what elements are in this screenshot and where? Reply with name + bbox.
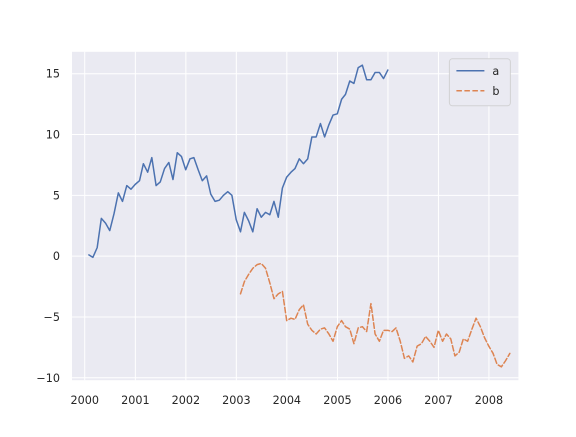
legend-box — [448, 58, 511, 107]
legend-label-a: a — [492, 65, 499, 78]
tick-labels: 2000 2001 2002 2003 2004 2005 2006 2007 2008 −10 −… — [36, 68, 503, 408]
series-line-b — [239, 262, 511, 368]
y-tick-label: −5 — [44, 311, 61, 324]
x-tick-label: 2007 — [424, 394, 452, 407]
y-tick-label: 15 — [46, 68, 60, 81]
x-tick-label: 2006 — [374, 394, 402, 407]
x-tick-label: 2005 — [323, 394, 351, 407]
x-tick-label: 2004 — [273, 394, 301, 407]
x-tick-label: 2002 — [172, 394, 200, 407]
x-tick-label: 2003 — [222, 394, 250, 407]
series-line-a — [88, 64, 389, 259]
x-tick-label: 2001 — [121, 394, 149, 407]
y-tick-label: 10 — [46, 129, 60, 142]
y-tick-label: 0 — [53, 250, 60, 263]
y-tick-label: −10 — [36, 372, 60, 385]
x-tick-label: 2000 — [70, 394, 98, 407]
legend-label-b: b — [492, 85, 499, 98]
plot-area — [72, 51, 519, 381]
grid-lines — [72, 51, 519, 381]
series-lines — [88, 64, 511, 368]
legend: ab — [448, 58, 511, 107]
x-tick-label: 2008 — [475, 394, 503, 407]
y-tick-label: 5 — [53, 189, 60, 202]
